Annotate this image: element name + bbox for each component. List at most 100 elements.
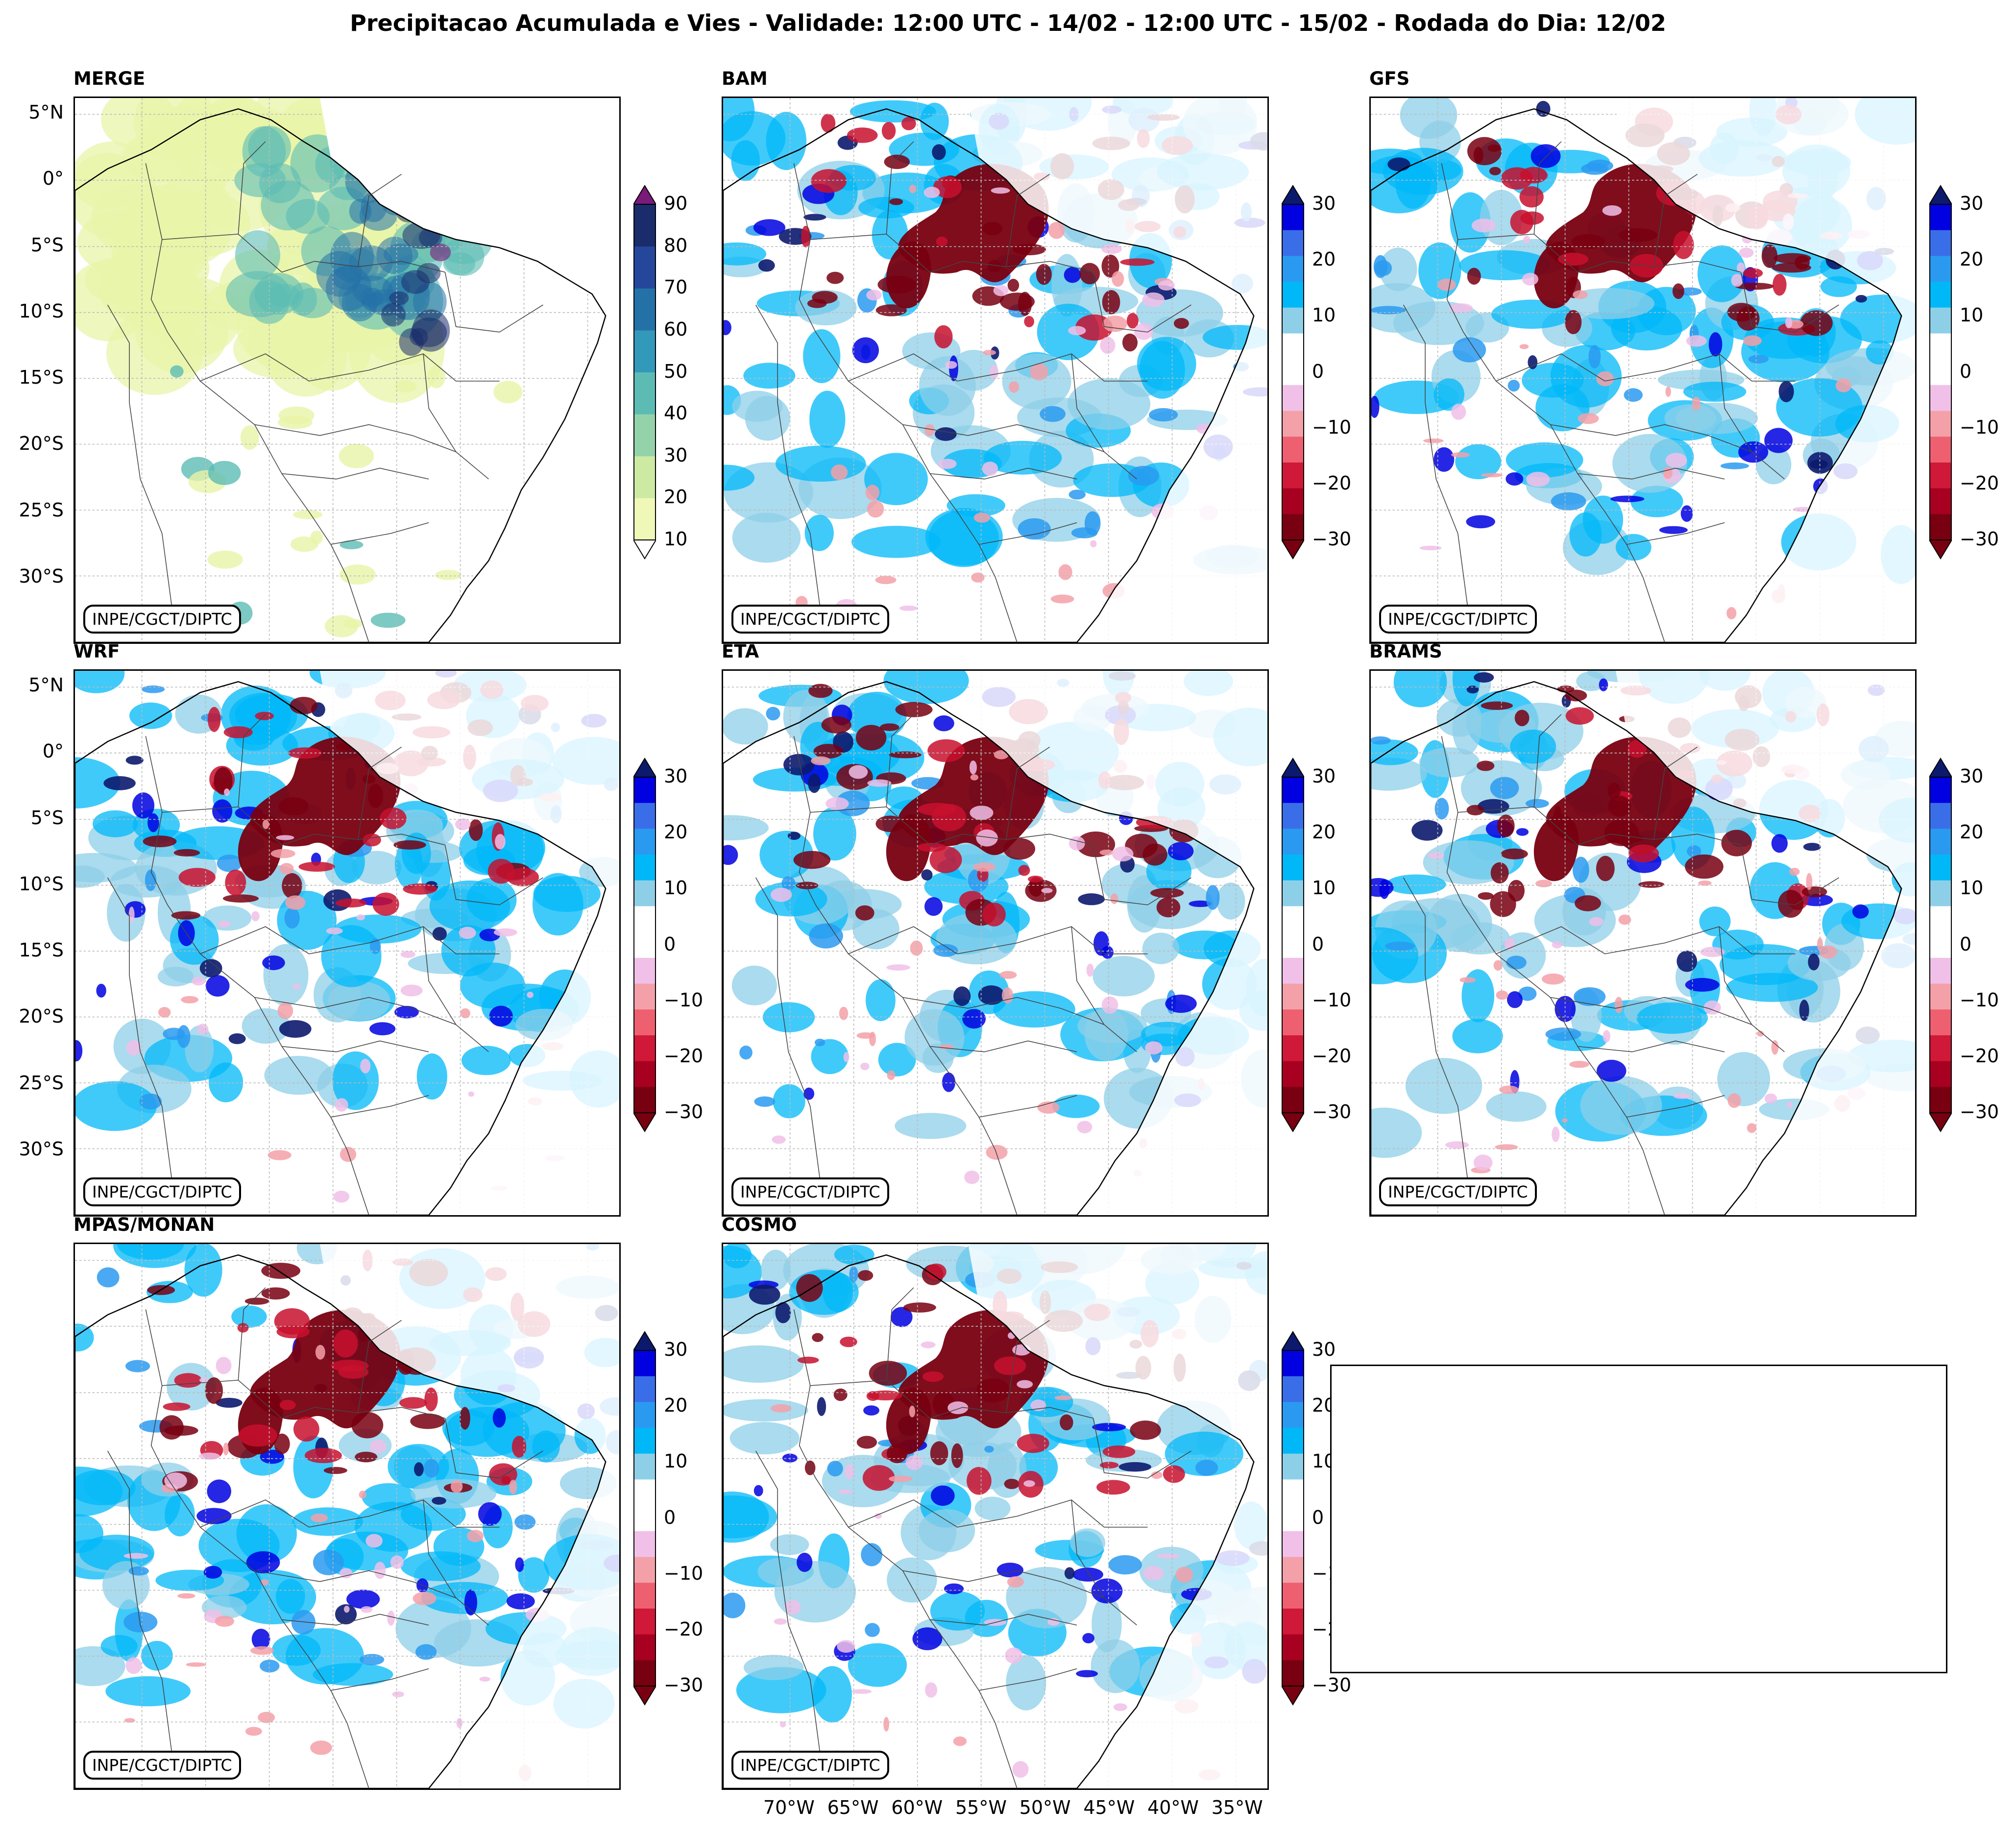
bias-blob [933, 176, 962, 198]
bias-blob [450, 1480, 463, 1493]
map-canvas [723, 1244, 1267, 1788]
colorbar-extend-min [1282, 1686, 1304, 1706]
bias-blob [901, 117, 916, 130]
bias-blob [795, 290, 857, 326]
bias-blob [811, 1039, 849, 1075]
bias-blob [930, 1441, 948, 1466]
bias-blob [361, 1606, 373, 1613]
colorbar-segment [633, 957, 656, 984]
colorbar-segment [633, 829, 656, 855]
bias-blob [723, 845, 738, 865]
bias-blob [811, 169, 847, 193]
bias-blob [895, 1113, 967, 1139]
political-borders [755, 141, 1191, 642]
bias-blob [147, 813, 159, 832]
colorbar-segment [633, 1009, 656, 1036]
bias-blob [1552, 941, 1562, 949]
bias-blob [1371, 395, 1380, 418]
colorbar-segment [633, 1660, 656, 1687]
bias-blob [103, 776, 136, 790]
bias-blob [1771, 834, 1788, 853]
bias-blob [400, 984, 423, 997]
bias-blob [867, 500, 884, 518]
state-border [331, 522, 429, 545]
bias-blob [1697, 245, 1747, 302]
bias-blob [1112, 846, 1134, 862]
bias-blob [469, 819, 483, 841]
bias-blob [1618, 914, 1631, 925]
colorbar-tick-label: −10 [1312, 989, 1352, 1011]
state-border [423, 927, 489, 1052]
bias-blob [1165, 1431, 1244, 1476]
bias-blob [207, 707, 221, 732]
state-border [1627, 522, 1725, 545]
state-border [979, 522, 1077, 545]
bias-blob [1060, 1414, 1073, 1431]
colorbar-extend-min [1929, 1112, 1952, 1132]
colorbar-tick-label: −10 [1312, 416, 1352, 438]
bias-blob [509, 1480, 517, 1494]
bias-blob [974, 1496, 1011, 1520]
bias-blob [1384, 941, 1415, 951]
bias-blob [736, 1667, 826, 1713]
bias-blob [1747, 1123, 1757, 1133]
bias-blob [855, 725, 887, 751]
bias-blob [1433, 378, 1464, 411]
bias-blob [489, 1005, 513, 1027]
bias-blob [456, 1718, 463, 1729]
bias-blob [770, 1534, 809, 1555]
bias-blob [944, 1583, 964, 1594]
bias-blob [128, 1566, 149, 1576]
bias-blob [877, 275, 917, 294]
colorbar-segment [633, 414, 656, 457]
bias-blob [1206, 884, 1220, 910]
ocean-mask [968, 98, 1267, 642]
bias-blob [1050, 594, 1074, 604]
bias-blob [216, 1357, 232, 1374]
bias-blob [1090, 540, 1097, 548]
bias-blob [1773, 273, 1787, 296]
bias-blob [779, 1721, 786, 1728]
colorbar-tick-label: −30 [664, 1674, 704, 1696]
bias-blob [1003, 838, 1036, 860]
bias-blob [1627, 834, 1643, 842]
bias-blob [362, 774, 376, 784]
bias-blob [1036, 264, 1052, 285]
precip-blob [324, 615, 359, 637]
bias-blob [1699, 906, 1731, 936]
bias-blob [1165, 994, 1197, 1013]
bias-blob [460, 1008, 470, 1019]
colorbar-tick-label: −10 [1960, 989, 1999, 1011]
colorbar-outline [1282, 204, 1304, 540]
colorbar-outline [1929, 777, 1952, 1113]
bias-blob [1142, 292, 1165, 307]
bias-blob [851, 526, 941, 558]
political-borders [755, 1287, 1191, 1788]
map-panel [722, 669, 1269, 1217]
bias-blob [1100, 337, 1116, 354]
colorbar-segment [1282, 932, 1304, 958]
bias-blob [1608, 795, 1631, 817]
colorbar-segment [1929, 957, 1952, 984]
bias-blob [105, 1676, 191, 1707]
longitude-label: 60°W [891, 1797, 943, 1818]
bias-blob [781, 876, 796, 891]
bias-blob [261, 1263, 301, 1279]
bias-blob [1552, 1126, 1560, 1142]
colorbar-extend-max [1929, 185, 1952, 205]
bias-colorbar: 30 20 10 0 −10 −20 −30 [1929, 758, 2016, 1152]
bias-blob [723, 111, 786, 166]
bias-blob [315, 1345, 325, 1360]
bias-blob [1586, 159, 1613, 172]
colorbar-outline [1282, 1350, 1304, 1687]
bias-blob [793, 851, 831, 869]
political-borders [107, 141, 543, 642]
colorbar-tick-label: 30 [664, 444, 688, 466]
latitude-label: 25°S [19, 499, 64, 521]
ocean-mask [1615, 671, 1915, 1215]
bias-blob [869, 1361, 907, 1386]
panel-title: ETA [722, 641, 759, 662]
colorbar-segment [1929, 333, 1952, 360]
bias-blob [1789, 868, 1800, 876]
colorbar-segment [1282, 803, 1304, 829]
